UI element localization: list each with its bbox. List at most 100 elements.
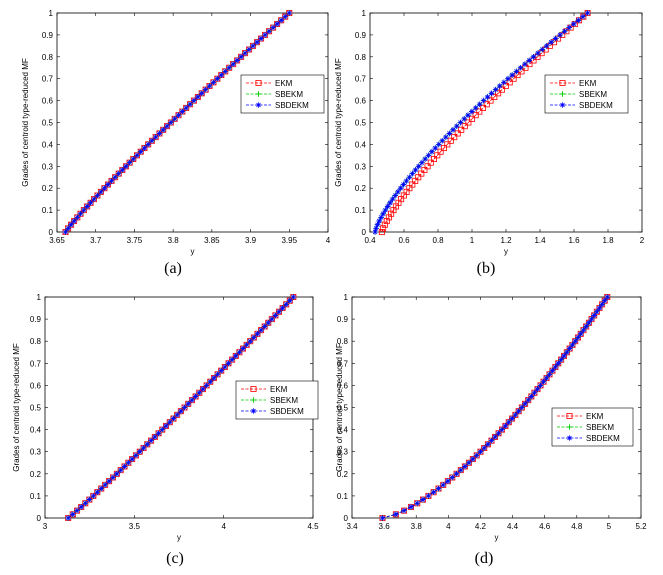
data-point [502,83,509,90]
data-point [525,397,532,403]
data-point [261,323,268,330]
legend-label: EKM [275,79,293,88]
data-point [278,17,284,24]
data-point [424,163,431,170]
data-point [140,445,147,451]
data-point [501,79,507,86]
data-point [469,108,475,115]
data-point [238,54,244,60]
legend: EKM SBEKM SBDEKM [544,74,629,114]
data-point [286,297,293,304]
x-tick-label: 4 [326,236,331,245]
legend-marker [255,80,262,87]
data-point [440,482,447,488]
y-tick-label: 0.4 [355,140,367,149]
data-point [178,408,184,414]
data-point [133,452,139,459]
data-point [401,507,407,514]
data-point [225,360,232,367]
plot-frame [351,296,642,519]
legend-label: SBEKM [275,90,303,99]
data-point [487,97,494,104]
panel-caption: (d) [475,550,494,567]
y-tick-label: 0.7 [30,359,42,368]
x-axis-label: y [504,247,508,256]
y-axis-label: Grades of centroid type-reduced MF [12,343,21,472]
data-point [243,342,250,348]
data-point [94,489,101,496]
y-tick-label: 0.1 [30,492,42,501]
y-tick-label: 0.1 [355,206,367,215]
legend-box [544,74,629,114]
x-tick-label: 3.4 [346,522,358,531]
legend-marker [559,102,566,108]
y-tick-label: 1 [362,9,367,18]
data-point [123,163,129,170]
data-point [473,452,480,459]
y-tick-label: 0.8 [337,337,349,346]
data-point [534,386,541,392]
series-sbdekm [62,10,293,235]
y-tick-label: 0 [37,514,42,523]
data-point [372,229,378,235]
data-point [380,225,387,232]
data-point [480,97,487,104]
data-point [515,408,522,414]
data-point [477,448,484,455]
data-point [584,10,591,16]
x-tick-label: 1.6 [568,236,580,245]
x-tick-label: 4.5 [307,522,319,531]
data-point [485,441,491,448]
data-point [397,185,404,191]
data-point [420,496,426,503]
x-tick-label: 3.7 [90,236,102,245]
data-point [214,75,221,82]
legend-marker [250,385,257,392]
data-point [439,137,446,144]
data-point [195,94,201,100]
data-point [403,178,410,184]
y-axis-label: Grades of centroid type-reduced MF [334,58,343,187]
data-point [488,90,495,97]
y-tick-label: 0.9 [355,31,367,40]
data-point [422,156,428,162]
data-point [491,93,498,100]
data-point [447,137,454,144]
chart-panel: 0 0.1 0.2 0.3 0.4 0.5 0.6 0.7 0.8 0.9 1 0.4 0.6 0.8 1 1… [334,9,645,277]
legend-label: SBEKM [586,423,614,432]
data-point [502,423,509,429]
y-tick-label: 0.2 [337,470,349,479]
data-point [505,419,512,426]
y-tick-label: 0.6 [30,381,42,390]
legend-marker [559,80,566,87]
data-point [472,112,479,119]
series-sbdekm [65,294,297,521]
data-point [480,104,487,111]
data-point [384,203,391,210]
y-tick-label: 0.1 [42,206,54,215]
data-point [106,478,112,484]
data-point [141,145,148,151]
data-point [144,441,151,448]
data-point [492,434,498,440]
data-point [110,474,116,481]
data-point [546,371,553,378]
data-point [437,148,444,155]
data-point [577,331,584,337]
data-point [102,482,108,488]
data-point [250,43,256,49]
data-point [506,79,513,86]
y-tick-label: 0.3 [355,162,367,171]
data-point [191,97,197,104]
data-point [202,86,209,93]
data-point [472,105,479,111]
y-tick-label: 0.9 [42,31,54,40]
y-tick-label: 0 [49,228,54,237]
x-tick-label: 4 [446,522,451,531]
legend-box [235,380,319,420]
y-tick-label: 0.7 [355,75,367,84]
data-point [406,174,413,181]
data-point [207,378,214,385]
data-point [247,338,254,344]
